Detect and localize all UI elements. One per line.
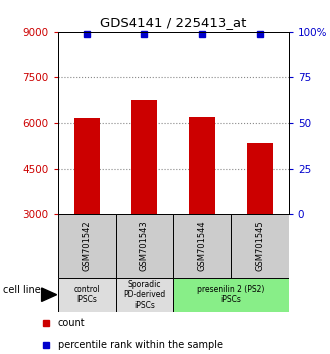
- Bar: [58, 214, 115, 278]
- Text: Sporadic
PD-derived
iPSCs: Sporadic PD-derived iPSCs: [123, 280, 166, 310]
- Bar: [247, 143, 273, 214]
- Text: GSM701543: GSM701543: [140, 221, 149, 272]
- Polygon shape: [42, 288, 57, 302]
- Text: GSM701544: GSM701544: [198, 221, 207, 272]
- Bar: [173, 278, 289, 312]
- Bar: [74, 119, 100, 214]
- Bar: [231, 214, 289, 278]
- Bar: [173, 214, 231, 278]
- Bar: [58, 278, 115, 312]
- Bar: [189, 117, 215, 214]
- Bar: [131, 100, 157, 214]
- Text: control
IPSCs: control IPSCs: [73, 285, 100, 304]
- Text: cell line: cell line: [3, 285, 41, 295]
- Text: presenilin 2 (PS2)
iPSCs: presenilin 2 (PS2) iPSCs: [197, 285, 265, 304]
- Title: GDS4141 / 225413_at: GDS4141 / 225413_at: [100, 16, 247, 29]
- Bar: [115, 214, 173, 278]
- Text: count: count: [58, 318, 85, 329]
- Text: GSM701545: GSM701545: [255, 221, 264, 272]
- Text: percentile rank within the sample: percentile rank within the sample: [58, 339, 223, 350]
- Text: GSM701542: GSM701542: [82, 221, 91, 272]
- Bar: [115, 278, 173, 312]
